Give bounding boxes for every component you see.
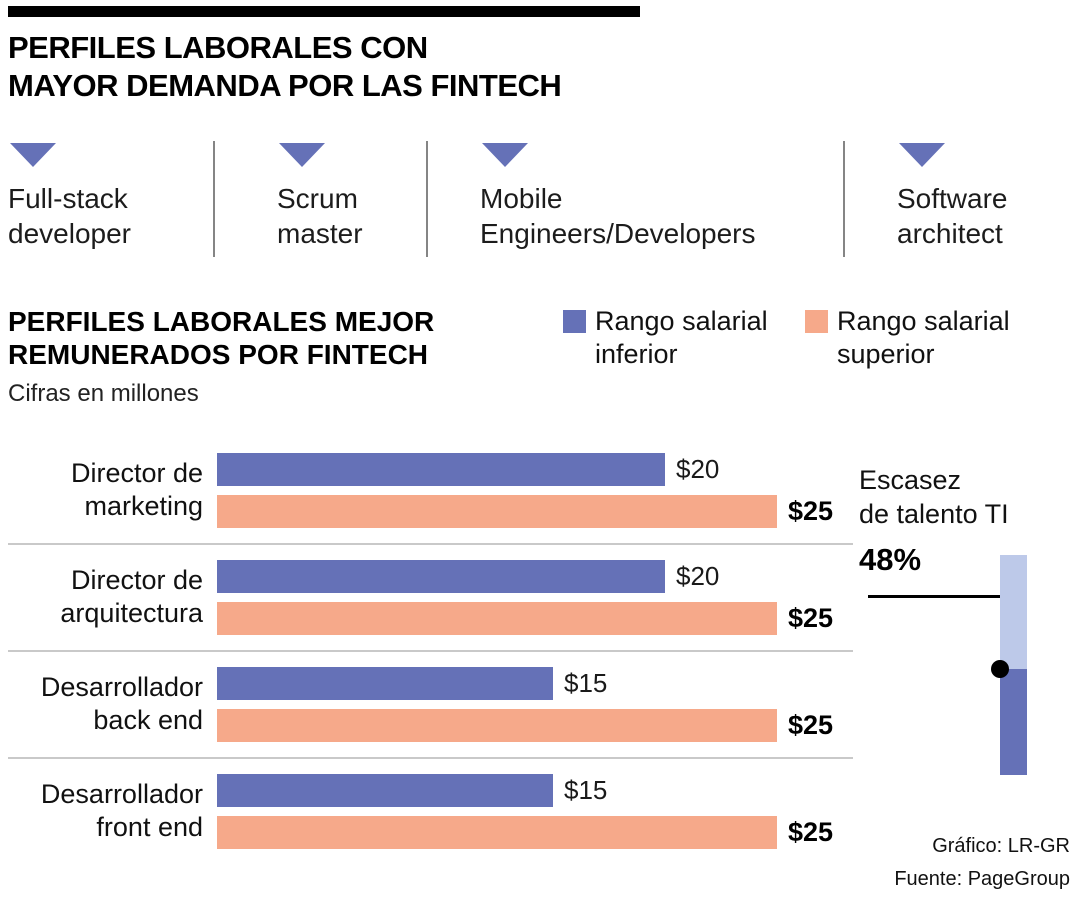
salary-bar-chart: Director de marketing $20 $25 Director d…: [8, 438, 853, 898]
demand-item-software-architect: Software architect: [845, 141, 1072, 257]
bar-line: $25: [217, 601, 853, 635]
demand-label-line: developer: [8, 217, 131, 249]
category-label: Director de marketing: [70, 457, 203, 522]
demand-item-full-stack-developer: Full-stack developer: [8, 140, 215, 257]
salary-section-title: PERFILES LABORALES MEJOR REMUNERADOS POR…: [8, 305, 563, 372]
bar-superior: [217, 815, 777, 849]
category-label: Desarrollador front end: [40, 778, 203, 843]
bar-inferior: [217, 666, 553, 700]
bar-line: $25: [217, 708, 853, 742]
chart-content: Director de marketing $20 $25 Director d…: [8, 438, 1072, 898]
legend-label: Rango salarial inferior: [595, 305, 768, 370]
triangle-down-icon: [482, 142, 528, 167]
shortage-bar-filled: [1000, 669, 1027, 775]
page-title-line2: MAYOR DEMANDA POR LAS FINTECH: [8, 67, 562, 103]
chart-units-subtitle: Cifras en millones: [8, 379, 199, 407]
bar-group-desarrollador-frontend: Desarrollador front end $15 $25: [8, 756, 853, 864]
demand-label-line: Full-stack: [8, 182, 128, 214]
bar-line: $15: [217, 666, 853, 700]
salary-title-line: PERFILES LABORALES MEJOR: [8, 305, 435, 337]
bar-line: $20: [217, 452, 853, 486]
demand-label-line: Software: [897, 182, 1008, 214]
shortage-connector-line: [868, 594, 1000, 598]
demand-item-label: Mobile Engineers/Developers: [480, 181, 843, 251]
salary-title-block: PERFILES LABORALES MEJOR REMUNERADOS POR…: [8, 305, 563, 408]
top-rule: [8, 6, 640, 17]
bar-pair: $15 $25: [217, 773, 853, 849]
bar-pair: $15 $25: [217, 666, 853, 742]
triangle-down-icon: [279, 142, 325, 167]
demand-label-line: Scrum: [277, 182, 358, 214]
demand-label-line: Mobile: [480, 182, 563, 214]
salary-title-line: REMUNERADOS POR FINTECH: [8, 339, 429, 371]
bar-pair: $20 $25: [217, 559, 853, 635]
demand-item-label: Full-stack developer: [8, 181, 213, 251]
bar-inferior: [217, 773, 553, 807]
shortage-bar-remainder: [1000, 554, 1027, 670]
talent-shortage-panel: Escasez de talento TI 48% Gráfico: LR-GR…: [853, 438, 1072, 898]
bar-line: $20: [217, 559, 853, 593]
demand-label-line: Engineers/Developers: [480, 217, 756, 249]
credit-graphic: Gráfico: LR-GR: [932, 834, 1070, 857]
page-title: PERFILES LABORALES CON MAYOR DEMANDA POR…: [8, 29, 1072, 105]
triangle-down-icon: [10, 142, 56, 167]
bar-value-label: $15: [564, 774, 608, 805]
bar-pair: $20 $25: [217, 452, 853, 528]
legend-item-inferior: Rango salarial inferior: [563, 305, 791, 373]
bar-value-label: $20: [676, 453, 720, 484]
demand-profiles-row: Full-stack developer Scrum master Mobile…: [8, 140, 1072, 257]
legend-item-superior: Rango salarial superior: [805, 305, 1033, 373]
bar-value-label: $25: [788, 602, 834, 633]
bar-line: $25: [217, 494, 853, 528]
bar-superior: [217, 708, 777, 742]
bar-group-director-marketing: Director de marketing $20 $25: [8, 438, 853, 543]
demand-item-label: Software architect: [897, 181, 1072, 251]
bar-superior: [217, 494, 777, 528]
shortage-percentage: 48%: [859, 541, 922, 577]
demand-item-scrum-master: Scrum master: [215, 140, 428, 257]
demand-label-line: architect: [897, 217, 1003, 249]
triangle-down-icon: [899, 142, 945, 167]
legend-label: Rango salarial superior: [837, 305, 1010, 370]
bar-group-desarrollador-backend: Desarrollador back end $15 $25: [8, 649, 853, 757]
bar-superior: [217, 601, 777, 635]
category-label: Desarrollador back end: [40, 671, 203, 736]
chart-legend: Rango salarial inferior Rango salarial s…: [563, 305, 1033, 373]
salary-section-header: PERFILES LABORALES MEJOR REMUNERADOS POR…: [8, 305, 1072, 408]
bar-value-label: $25: [788, 709, 834, 740]
legend-swatch-inferior: [563, 309, 586, 333]
bar-value-label: $20: [676, 560, 720, 591]
shortage-title-line: Escasez: [859, 464, 962, 495]
bar-inferior: [217, 559, 665, 593]
bar-line: $15: [217, 773, 853, 807]
category-label: Director de arquitectura: [60, 564, 203, 629]
bar-group-director-arquitectura: Director de arquitectura $20 $25: [8, 542, 853, 650]
shortage-title-line: de talento TI: [859, 498, 1009, 529]
shortage-bar: [1000, 554, 1027, 775]
shortage-dot: [991, 660, 1009, 679]
legend-swatch-superior: [805, 309, 828, 333]
page-title-line1: PERFILES LABORALES CON: [8, 30, 428, 65]
demand-item-mobile-engineers: Mobile Engineers/Developers: [428, 140, 845, 257]
bar-line: $25: [217, 815, 853, 849]
bar-inferior: [217, 452, 665, 486]
credit-source: Fuente: PageGroup: [894, 867, 1070, 890]
bar-value-label: $15: [564, 667, 608, 698]
credits: Gráfico: LR-GR Fuente: PageGroup: [894, 830, 1070, 896]
demand-item-label: Scrum master: [277, 181, 426, 251]
shortage-title: Escasez de talento TI: [859, 464, 1009, 532]
bar-value-label: $25: [788, 495, 834, 526]
bar-value-label: $25: [788, 816, 834, 847]
demand-label-line: master: [277, 217, 363, 249]
infographic-page: PERFILES LABORALES CON MAYOR DEMANDA POR…: [0, 6, 1080, 906]
